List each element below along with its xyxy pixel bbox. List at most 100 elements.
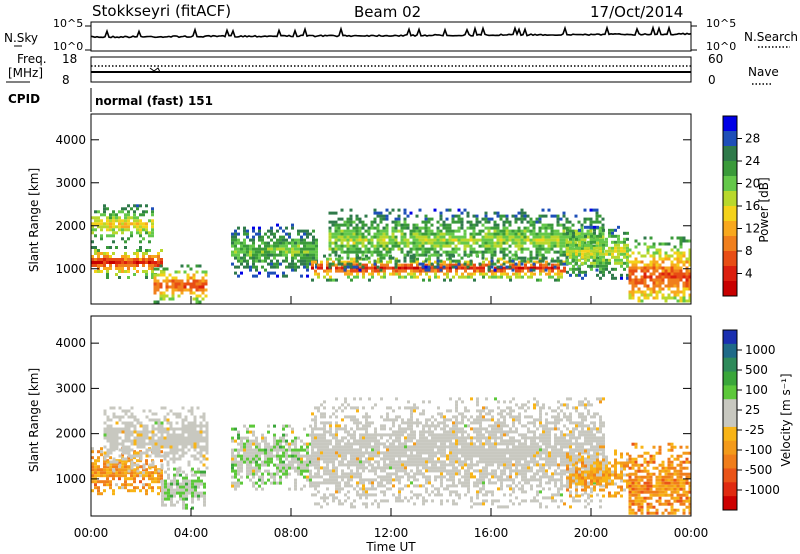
power-cell: [127, 255, 130, 258]
velocity-cell: [148, 486, 151, 490]
power-cell: [204, 282, 208, 286]
velocity-cell: [115, 439, 119, 443]
velocity-cell: [350, 415, 353, 419]
power-cell: [427, 217, 431, 221]
power-cell: [343, 232, 347, 236]
power-cell: [403, 220, 407, 224]
power-cell: [590, 252, 593, 256]
velocity-cell: [136, 465, 139, 469]
velocity-cell: [279, 448, 282, 452]
power-cell: [445, 241, 449, 245]
power-region-1: [91, 204, 154, 244]
velocity-cell: [413, 478, 416, 482]
velocity-cell: [335, 475, 338, 479]
power-cell: [391, 244, 395, 248]
velocity-cell: [202, 454, 206, 458]
power-cell: [243, 226, 246, 230]
velocity-cell: [317, 463, 320, 467]
velocity-cell: [252, 460, 255, 464]
velocity-cell: [130, 483, 133, 487]
power-cell: [400, 250, 404, 254]
power-cell: [249, 250, 252, 254]
power-cell: [258, 232, 261, 236]
velocity-cell: [404, 466, 407, 470]
power-cell: [590, 264, 593, 268]
velocity-cell: [231, 463, 234, 467]
power-cell: [520, 235, 524, 239]
velocity-cell: [422, 442, 425, 446]
power-cell: [518, 260, 521, 264]
power-cell: [560, 275, 563, 279]
power-cell: [574, 232, 578, 236]
power-cell: [535, 238, 539, 242]
velocity-cell: [353, 406, 356, 410]
power-cell: [499, 214, 503, 218]
power-cell: [658, 266, 662, 270]
power-cell: [682, 263, 686, 267]
power-cell: [240, 256, 243, 260]
velocity-cell: [173, 479, 176, 483]
power-cell: [466, 220, 470, 224]
power-cell: [565, 220, 569, 224]
velocity-cell: [311, 439, 314, 443]
velocity-cell: [182, 479, 185, 483]
power-cell: [452, 275, 455, 279]
power-cell: [649, 236, 653, 240]
power-cell: [598, 238, 602, 242]
velocity-cell: [270, 448, 273, 452]
power-cell: [611, 249, 614, 253]
power-cell: [106, 225, 109, 229]
power-cell: [109, 261, 112, 264]
power-cell: [617, 255, 620, 259]
velocity-cell: [197, 494, 200, 498]
power-cell: [376, 241, 380, 245]
power-cell: [115, 264, 118, 267]
power-cell: [457, 253, 461, 257]
power-cell: [649, 260, 653, 264]
power-cell: [398, 263, 401, 267]
power-cell: [334, 220, 338, 224]
power-cell: [403, 241, 407, 245]
power-cell: [328, 229, 332, 233]
power-cell: [508, 223, 512, 227]
velocity-cell: [446, 439, 449, 443]
power-cell: [121, 267, 124, 270]
velocity-cell: [151, 460, 155, 464]
power-cell: [449, 260, 452, 264]
power-cell: [487, 238, 491, 242]
velocity-cell: [157, 477, 160, 481]
velocity-cell: [344, 436, 347, 440]
power-cell: [590, 255, 593, 259]
power-cell: [352, 232, 356, 236]
power-cell: [403, 226, 407, 230]
power-cell: [326, 272, 329, 276]
power-cell: [595, 214, 599, 218]
velocity-cell: [306, 457, 309, 461]
power-cell: [631, 263, 635, 267]
power-cell: [658, 251, 662, 255]
velocity-cell: [461, 442, 464, 446]
power-cell: [177, 282, 181, 286]
power-cell: [145, 210, 148, 214]
velocity-cell: [199, 424, 203, 428]
power-cell: [445, 226, 449, 230]
power-cell: [401, 266, 404, 270]
velocity-cell: [341, 463, 344, 467]
power-cell: [670, 263, 674, 267]
velocity-cell: [164, 503, 167, 507]
power-cell: [328, 253, 332, 257]
power-cell: [529, 232, 533, 236]
power-cell: [303, 238, 306, 242]
velocity-cell: [191, 506, 194, 510]
velocity-cell: [276, 445, 279, 449]
velocity-cell: [323, 442, 326, 446]
velocity-cell: [425, 439, 428, 443]
power-cell: [159, 291, 163, 295]
power-cell: [407, 266, 410, 270]
velocity-cell: [127, 469, 131, 473]
power-cell: [127, 219, 130, 223]
velocity-cell: [389, 463, 392, 467]
velocity-cell: [434, 427, 437, 431]
power-cell: [637, 260, 641, 264]
